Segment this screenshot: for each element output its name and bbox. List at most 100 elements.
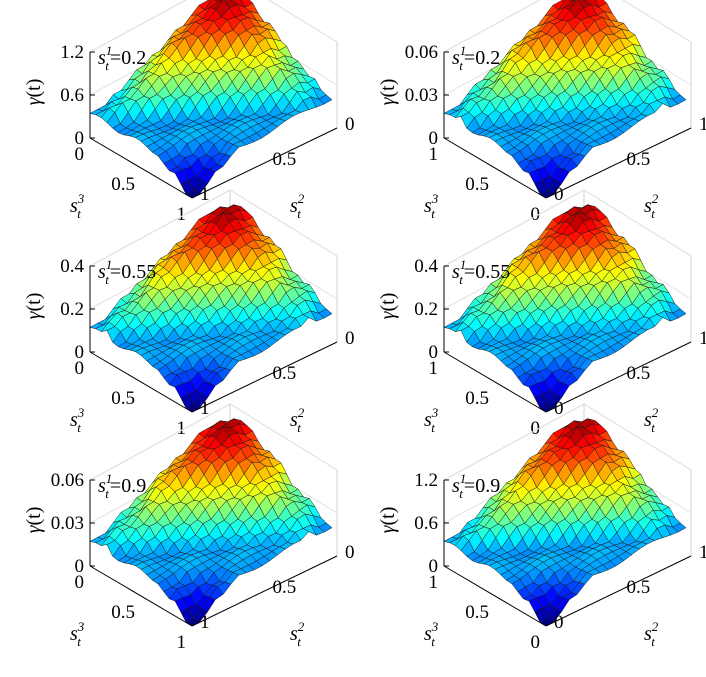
x-tick-label: 1 <box>429 572 439 593</box>
x-axis-label: s3 t <box>424 405 439 435</box>
x-tick-label: 0.5 <box>111 602 135 623</box>
parameter-annotation: s1 t=0.9 <box>452 471 500 501</box>
y-tick-label: 0.5 <box>273 363 297 384</box>
z-tick-label: 1.2 <box>414 470 438 491</box>
z-tick-label: 0.2 <box>60 299 84 320</box>
x-axis-line <box>89 565 193 627</box>
y-axis-line <box>191 127 338 199</box>
y-axis-line <box>191 555 338 627</box>
y-tick-label: 0 <box>345 328 355 349</box>
x-tick-label: 0 <box>531 204 541 225</box>
parameter-annotation: s1 t=0.55 <box>98 257 156 287</box>
y-tick-label: 0.5 <box>627 363 651 384</box>
x-axis-line <box>443 565 547 627</box>
z-tick-label: 1.2 <box>60 42 84 63</box>
y-tick-label: 0 <box>345 542 355 563</box>
y-axis-label: s2 t <box>290 405 305 435</box>
parameter-annotation: s1 t=0.2 <box>98 43 146 73</box>
x-axis-label: s3 t <box>424 619 439 649</box>
z-tick-label: 0.2 <box>414 299 438 320</box>
x-tick-label: 0.5 <box>465 602 489 623</box>
z-gridline <box>89 403 338 481</box>
z-gridline <box>443 403 692 481</box>
x-axis-line <box>89 351 193 413</box>
x-axis-line <box>443 137 547 199</box>
y-axis-line <box>191 341 338 413</box>
x-axis-label: s3 t <box>70 619 85 649</box>
x-tick-label: 0 <box>75 144 85 165</box>
parameter-annotation: s1 t=0.55 <box>452 257 510 287</box>
y-tick-label: 0.5 <box>627 149 651 170</box>
parameter-annotation: s1 t=0.9 <box>98 471 146 501</box>
y-axis-line <box>545 341 692 413</box>
x-tick-label: 0.5 <box>465 174 489 195</box>
z-axis-label: γ(t) <box>23 507 45 534</box>
z-tick-label: 0.03 <box>405 85 438 106</box>
x-tick-label: 0 <box>531 418 541 439</box>
y-axis-line <box>545 555 692 627</box>
z-tick-label: 0 <box>75 128 85 149</box>
surface-mesh <box>443 0 687 199</box>
y-tick-label: 1 <box>200 612 210 633</box>
surface-mesh <box>443 204 687 413</box>
x-tick-label: 1 <box>177 418 187 439</box>
z-gridline <box>443 189 692 267</box>
y-axis-label: s2 t <box>290 191 305 221</box>
x-axis-label: s3 t <box>70 191 85 221</box>
x-axis-label: s3 t <box>70 405 85 435</box>
x-tick-label: 1 <box>177 632 187 653</box>
x-axis-line <box>89 137 193 199</box>
x-tick-label: 0.5 <box>111 388 135 409</box>
y-tick-label: 1 <box>699 542 706 563</box>
surface-mesh <box>89 418 333 627</box>
y-tick-label: 0.5 <box>273 577 297 598</box>
y-tick-label: 1 <box>699 114 706 135</box>
x-tick-label: 0 <box>75 572 85 593</box>
y-tick-label: 0 <box>554 612 564 633</box>
y-axis-label: s2 t <box>644 405 659 435</box>
y-tick-label: 0 <box>554 398 564 419</box>
z-tick-label: 0.4 <box>414 256 438 277</box>
z-axis-label: γ(t) <box>23 79 45 106</box>
y-axis-label: s2 t <box>644 191 659 221</box>
x-tick-label: 1 <box>429 358 439 379</box>
z-axis-label: γ(t) <box>377 293 399 320</box>
z-tick-label: 0.6 <box>414 513 438 534</box>
x-tick-label: 0 <box>531 632 541 653</box>
z-axis-label: γ(t) <box>377 507 399 534</box>
z-gridline <box>443 0 692 53</box>
z-tick-label: 0.03 <box>51 513 84 534</box>
z-tick-label: 0.6 <box>60 85 84 106</box>
z-tick-label: 0 <box>429 342 439 363</box>
x-tick-label: 0.5 <box>465 388 489 409</box>
y-tick-label: 0 <box>345 114 355 135</box>
y-tick-label: 1 <box>200 398 210 419</box>
z-tick-label: 0 <box>429 556 439 577</box>
z-tick-label: 0 <box>75 342 85 363</box>
y-tick-label: 1 <box>699 328 706 349</box>
z-tick-label: 0.06 <box>405 42 438 63</box>
surface-mesh <box>89 0 333 199</box>
z-tick-label: 0.4 <box>60 256 84 277</box>
y-axis-line <box>545 127 692 199</box>
x-axis-label: s3 t <box>424 191 439 221</box>
y-tick-label: 0.5 <box>273 149 297 170</box>
z-axis-label: γ(t) <box>377 79 399 106</box>
x-tick-label: 0 <box>75 358 85 379</box>
y-axis-label: s2 t <box>290 619 305 649</box>
z-axis-label: γ(t) <box>23 293 45 320</box>
x-tick-label: 1 <box>429 144 439 165</box>
z-tick-label: 0 <box>75 556 85 577</box>
x-axis-line <box>443 351 547 413</box>
y-tick-label: 0.5 <box>627 577 651 598</box>
z-gridline <box>89 0 338 53</box>
z-tick-label: 0 <box>429 128 439 149</box>
x-tick-label: 1 <box>177 204 187 225</box>
surface-mesh <box>89 204 333 413</box>
